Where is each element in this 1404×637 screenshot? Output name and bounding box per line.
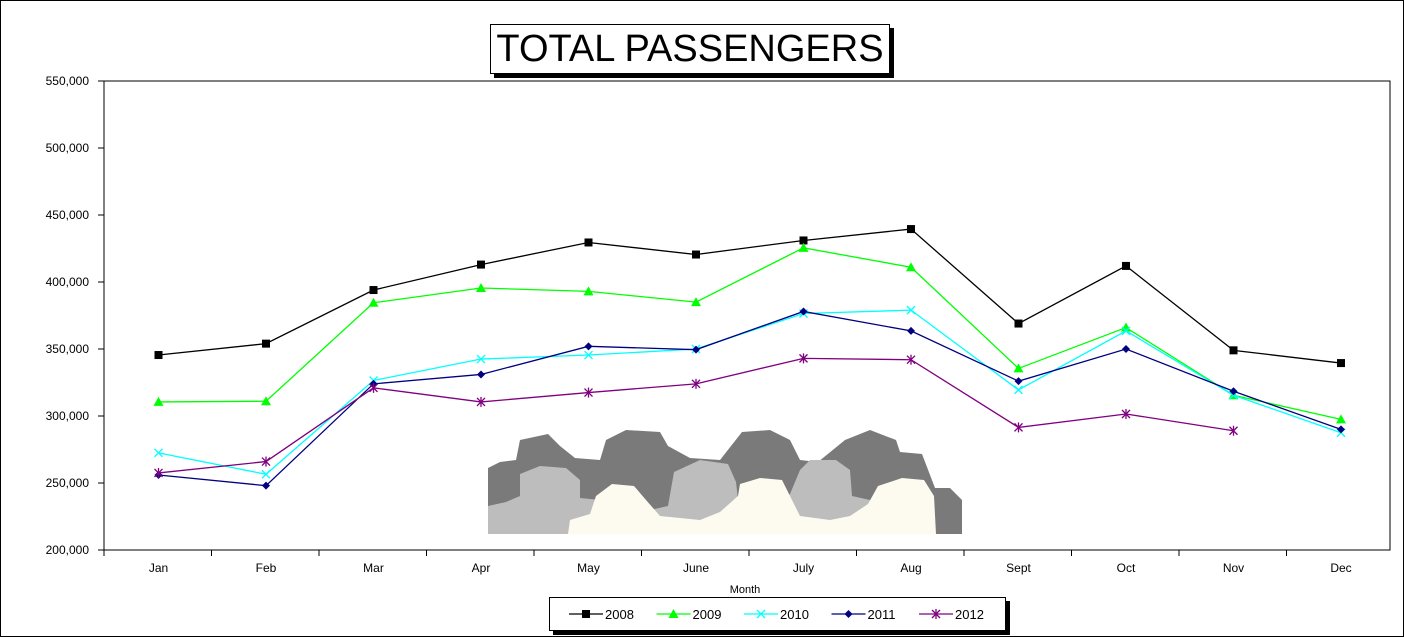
data-point: [907, 225, 915, 234]
data-point: [906, 262, 916, 272]
x-tick-label: Apr: [472, 561, 491, 575]
y-axis: 200,000 250,000 300,000 350,000 400,000 450,0…: [46, 74, 104, 557]
y-tick-label: 350,000: [46, 342, 90, 356]
y-tick-label: 500,000: [46, 141, 90, 155]
data-point: [799, 353, 808, 364]
series-2012: [154, 353, 1238, 478]
series-2009: [153, 242, 1346, 424]
data-point: [1229, 346, 1238, 355]
y-tick-label: 300,000: [46, 409, 90, 423]
data-point: [668, 609, 679, 618]
x-tick-label: Dec: [1330, 561, 1351, 575]
data-point: [477, 370, 485, 379]
data-point: [1122, 345, 1130, 353]
series-layer: [153, 225, 1346, 490]
data-point: [1121, 326, 1131, 336]
data-point: [584, 350, 593, 360]
data-point: [1014, 319, 1023, 328]
data-point: [369, 286, 378, 295]
data-point: [692, 345, 700, 354]
data-point: [477, 260, 485, 269]
data-point: [1337, 425, 1345, 434]
series-2008: [154, 225, 1345, 368]
x-tick-label: Mar: [363, 561, 384, 575]
data-point: [584, 342, 593, 351]
x-tick-label: Nov: [1223, 561, 1244, 575]
series-line: [158, 247, 1342, 420]
data-point: [584, 387, 593, 398]
x-tick-label: June: [683, 561, 709, 575]
data-point: [154, 351, 163, 360]
data-point: [261, 456, 271, 467]
legend-label: 2012: [955, 607, 984, 622]
data-point: [907, 326, 915, 335]
data-point: [1013, 363, 1024, 373]
legend-item: 2011: [831, 607, 896, 622]
passenger-crowd-clipart: [486, 430, 964, 534]
data-point: [906, 354, 916, 365]
data-point: [691, 297, 701, 307]
data-point: [1337, 359, 1345, 368]
data-point: [756, 609, 766, 619]
series-line: [158, 228, 1342, 364]
data-point: [798, 242, 809, 252]
data-point: [582, 610, 590, 618]
data-point: [799, 307, 808, 316]
data-point: [368, 297, 379, 307]
y-tick-label: 250,000: [46, 476, 90, 490]
data-point: [1014, 377, 1023, 386]
data-point: [154, 448, 163, 458]
data-point: [1014, 385, 1023, 395]
data-point: [1121, 408, 1131, 419]
y-tick-label: 450,000: [46, 208, 90, 222]
legend-item: 2008: [569, 607, 634, 622]
chart-title: TOTAL PASSENGERS: [490, 24, 890, 74]
legend-label: 2009: [693, 607, 722, 622]
x-tick-label: Feb: [256, 561, 277, 575]
y-tick-label: 550,000: [46, 74, 90, 88]
data-point: [476, 354, 486, 364]
data-point: [154, 467, 163, 478]
x-tick-label: May: [577, 561, 600, 575]
legend-item: 2009: [656, 607, 722, 622]
data-point: [584, 238, 593, 247]
data-point: [799, 236, 808, 245]
data-point: [153, 396, 164, 406]
data-point: [691, 378, 701, 389]
data-point: [1336, 414, 1346, 424]
x-tick-label: Sept: [1006, 561, 1031, 575]
legend-label: 2010: [780, 607, 809, 622]
data-point: [1122, 261, 1130, 270]
data-point: [906, 305, 916, 315]
data-point: [692, 250, 700, 259]
data-point: [476, 396, 486, 407]
x-tick-label: July: [793, 561, 814, 575]
legend: 2008 2009 2010 2011 2012: [549, 597, 1006, 631]
x-axis: Jan Feb Mar Apr May June July Aug Sept Oct Nov Dec: [103, 550, 1352, 575]
legend-label: 2011: [868, 607, 896, 622]
data-point: [1229, 387, 1238, 396]
data-point: [262, 481, 270, 490]
data-point: [476, 283, 486, 293]
x-axis-title: Month: [730, 584, 761, 596]
data-point: [261, 396, 271, 406]
data-point: [262, 339, 270, 348]
data-point: [369, 382, 378, 393]
data-point: [1229, 425, 1238, 436]
legend-item: 2010: [744, 607, 809, 622]
data-point: [1014, 422, 1023, 433]
x-tick-label: Aug: [900, 561, 921, 575]
data-point: [931, 609, 941, 619]
y-tick-label: 200,000: [46, 543, 90, 557]
data-point: [261, 469, 271, 479]
data-point: [583, 286, 594, 296]
data-point: [844, 610, 853, 618]
legend-label: 2008: [605, 607, 634, 622]
x-tick-label: Oct: [1117, 561, 1136, 575]
legend-item: 2012: [919, 607, 984, 622]
y-tick-label: 400,000: [46, 275, 90, 289]
x-tick-label: Jan: [149, 561, 168, 575]
